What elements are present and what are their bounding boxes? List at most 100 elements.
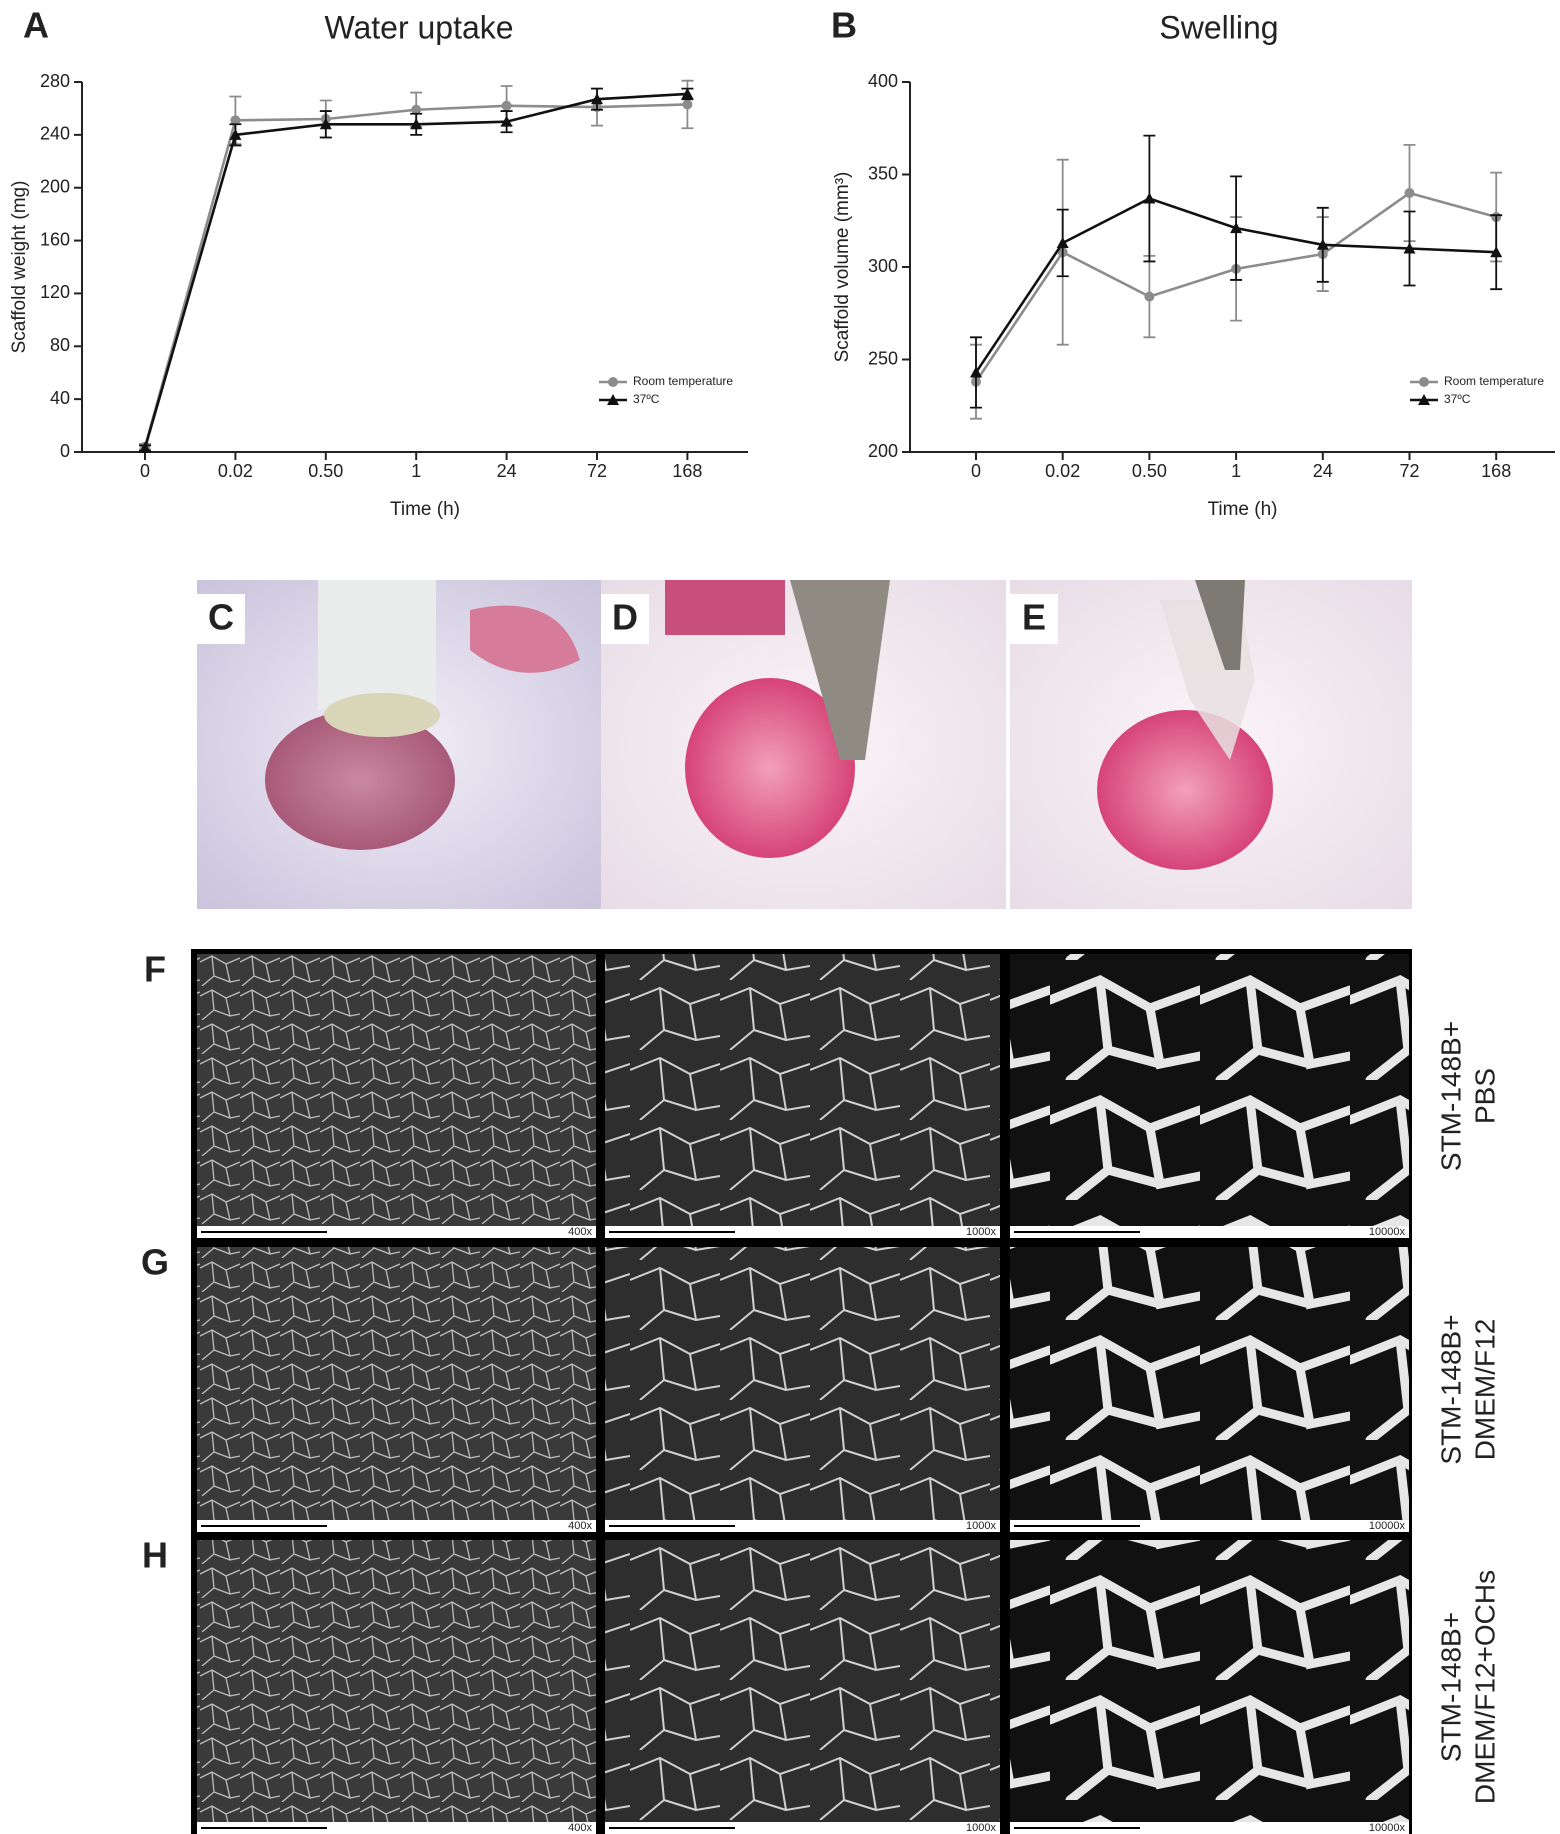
- x-tick-label: 0.50: [1132, 461, 1167, 481]
- panel-label: E: [1022, 597, 1046, 638]
- scale-strip: [1010, 1226, 1409, 1238]
- marker: [1316, 238, 1329, 250]
- series-line: [143, 103, 688, 448]
- marker: [1143, 192, 1156, 204]
- marker: [591, 93, 603, 105]
- legend-marker: [608, 377, 618, 387]
- condition-label: PBS: [1469, 1068, 1500, 1124]
- marker: [229, 128, 242, 140]
- panel-label-box: [601, 594, 649, 644]
- marker: [1230, 222, 1243, 234]
- legend-label: 37ºC: [1444, 392, 1471, 406]
- spatula-tip: [324, 693, 440, 737]
- magnification: 400x: [568, 1822, 592, 1834]
- marker: [230, 115, 241, 126]
- marker: [1490, 246, 1503, 258]
- magnification: 400x: [568, 1520, 592, 1532]
- panel-label: B: [831, 5, 857, 46]
- magnification: 10000x: [1369, 1520, 1406, 1532]
- scale-strip: [1010, 1520, 1409, 1532]
- scaffold: [265, 710, 455, 850]
- x-tick-label: 0.02: [1045, 461, 1080, 481]
- scaffold: [1097, 710, 1273, 870]
- marker: [1056, 236, 1069, 248]
- sem-image: [1010, 954, 1409, 1238]
- x-tick-label: 1: [1231, 461, 1241, 481]
- condition-label: STM-148B+: [1435, 1021, 1466, 1171]
- sem-image: [1010, 1247, 1409, 1532]
- y-axis-label: Scaffold weight (mg): [9, 181, 30, 354]
- scale-strip: [197, 1226, 596, 1238]
- y-axis-label: Scaffold volume (mm³): [832, 172, 853, 363]
- marker: [1144, 291, 1155, 302]
- y-tick-label: 200: [40, 176, 70, 196]
- legend-marker: [1419, 377, 1429, 387]
- scale-strip: [605, 1520, 1000, 1532]
- marker: [139, 442, 151, 454]
- marker: [1403, 242, 1416, 254]
- sem-image: [605, 1540, 1000, 1834]
- panel-label: F: [144, 949, 166, 990]
- x-tick-label: 72: [1399, 461, 1419, 481]
- panel-label-box: [1010, 594, 1058, 644]
- x-tick-label: 24: [497, 461, 517, 481]
- condition-label: DMEM/F12: [1469, 1319, 1500, 1461]
- sem-image: [605, 1247, 1000, 1532]
- condition-label: DMEM/F12+OCHs: [1469, 1570, 1500, 1804]
- y-tick-label: 250: [868, 348, 898, 368]
- magnification: 1000x: [966, 1520, 996, 1532]
- x-tick-label: 168: [1481, 461, 1511, 481]
- legend-marker: [607, 394, 619, 405]
- scaffold: [685, 678, 855, 858]
- sem-image: [197, 954, 596, 1238]
- panel-label: A: [23, 5, 49, 46]
- sem-image: [197, 1247, 596, 1532]
- x-axis-label: Time (h): [1207, 499, 1277, 520]
- spatula: [318, 580, 436, 710]
- y-tick-label: 0: [60, 441, 70, 461]
- marker: [410, 118, 423, 130]
- panel-label: H: [142, 1535, 168, 1576]
- scale-strip: [1010, 1822, 1409, 1834]
- x-tick-label: 0: [971, 461, 981, 481]
- magnification: 10000x: [1369, 1822, 1406, 1834]
- panel-label: D: [612, 597, 638, 638]
- magnification: 400x: [568, 1226, 592, 1238]
- scale-strip: [197, 1520, 596, 1532]
- magnification: 1000x: [966, 1226, 996, 1238]
- y-tick-label: 120: [40, 282, 70, 302]
- marker: [501, 100, 512, 111]
- well: [470, 605, 580, 673]
- sem-image: [197, 1540, 596, 1834]
- forceps: [790, 580, 890, 760]
- y-tick-label: 240: [40, 124, 70, 144]
- y-tick-label: 350: [868, 163, 898, 183]
- marker: [500, 115, 513, 127]
- y-tick-label: 280: [40, 71, 70, 91]
- panel-label-box: [197, 594, 245, 644]
- forceps: [1195, 580, 1245, 670]
- y-tick-label: 160: [40, 229, 70, 249]
- photo-panels: [197, 580, 1412, 909]
- y-tick-label: 40: [50, 388, 70, 408]
- x-axis-label: Time (h): [390, 499, 460, 520]
- chart-title: Water uptake: [324, 9, 513, 45]
- x-tick-label: 1: [411, 461, 421, 481]
- scale-strip: [197, 1822, 596, 1834]
- x-tick-label: 24: [1313, 461, 1333, 481]
- magnification: 1000x: [966, 1822, 996, 1834]
- legend-label: 37ºC: [633, 392, 660, 406]
- x-tick-label: 168: [672, 461, 702, 481]
- condition-label: STM-148B+: [1435, 1612, 1466, 1762]
- scale-strip: [605, 1226, 1000, 1238]
- panel-label: C: [208, 597, 234, 638]
- magnification: 10000x: [1369, 1226, 1406, 1238]
- series-line: [143, 92, 688, 449]
- chart-title: Swelling: [1159, 9, 1278, 45]
- scaffold: [665, 580, 785, 635]
- condition-label: STM-148B+: [1435, 1314, 1466, 1464]
- y-tick-label: 300: [868, 256, 898, 276]
- x-tick-label: 0.02: [218, 461, 253, 481]
- panel-label: G: [141, 1242, 169, 1283]
